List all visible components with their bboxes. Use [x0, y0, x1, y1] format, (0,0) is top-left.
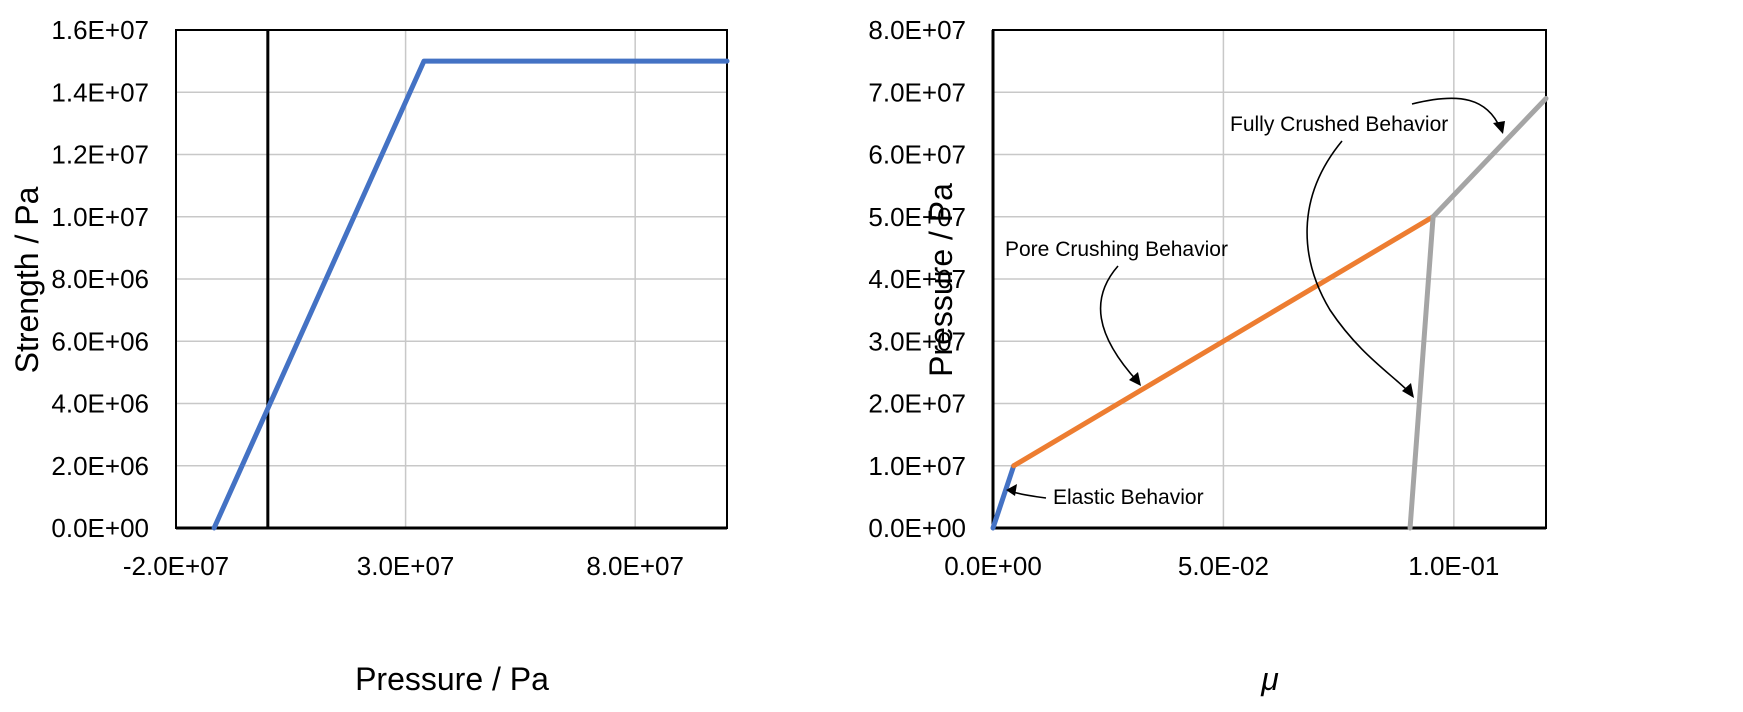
- arrow-pore-crushing: [1099, 265, 1139, 383]
- chart2-x-axis-title: μ: [1260, 661, 1279, 697]
- arrowhead-pore-crushing: [1129, 372, 1141, 386]
- annotation-arrows: [1009, 97, 1502, 499]
- c1-ytick-label: 4.0E+06: [51, 389, 149, 419]
- arrow-fully-crushed-top: [1411, 97, 1502, 131]
- c1-ytick-label: 8.0E+06: [51, 264, 149, 294]
- c2-series-line-1: [1011, 214, 1436, 469]
- c1-ytick-label: 0.0E+00: [51, 513, 149, 543]
- c2-ytick-label: 4.0E+07: [868, 264, 966, 294]
- chart1-x-axis-title: Pressure / Pa: [355, 661, 549, 697]
- c1-series-line-0: [211, 58, 730, 531]
- c1-ytick-label: 1.4E+07: [51, 77, 149, 107]
- c1-ytick-label: 1.0E+07: [51, 202, 149, 232]
- pressure-mu-chart: 0.0E+00 1.0E+07 2.0E+07 3.0E+07 4.0E+07 5.0E+…: [868, 15, 1549, 697]
- chart1-gridlines: [175, 29, 728, 530]
- c2-ytick-label: 7.0E+07: [868, 77, 966, 107]
- c2-series-line-2: [1407, 214, 1436, 531]
- chart2-tick-labels: 0.0E+00 1.0E+07 2.0E+07 3.0E+07 4.0E+07 5.0E+…: [868, 15, 1499, 581]
- annotation-arrowheads: [1006, 121, 1505, 496]
- c2-ytick-label: 0.0E+00: [868, 513, 966, 543]
- arrowhead-fully-crushed-lower: [1402, 383, 1414, 398]
- strength-pressure-chart: 0.0E+00 2.0E+06 4.0E+06 6.0E+06 8.0E+06 1.0E+…: [9, 15, 730, 697]
- c2-ytick-label: 3.0E+07: [868, 326, 966, 356]
- c2-ytick-label: 8.0E+07: [868, 15, 966, 45]
- chart2-y-axis-title: Pressure / Pa: [923, 183, 959, 377]
- c1-xtick-label: 3.0E+07: [357, 551, 455, 581]
- annotation-elastic: Elastic Behavior: [1053, 486, 1204, 509]
- c2-ytick-label: 6.0E+07: [868, 140, 966, 170]
- chart2-gridlines: [991, 29, 1547, 530]
- arrowhead-fully-crushed-top: [1493, 121, 1505, 134]
- c2-xtick-label: 0.0E+00: [944, 551, 1042, 581]
- c1-ytick-label: 2.0E+06: [51, 451, 149, 481]
- chart1-series: [211, 58, 730, 531]
- c2-series-line-3: [1430, 95, 1549, 220]
- c2-ytick-label: 2.0E+07: [868, 389, 966, 419]
- chart2-series: [990, 95, 1549, 531]
- c1-xtick-label: -2.0E+07: [123, 551, 229, 581]
- chart1-y-axis-title: Strength / Pa: [9, 186, 45, 373]
- chart1-tick-labels: 0.0E+00 2.0E+06 4.0E+06 6.0E+06 8.0E+06 1.0E+…: [51, 15, 684, 581]
- c2-xtick-label: 5.0E-02: [1178, 551, 1269, 581]
- c2-ytick-label: 5.0E+07: [868, 202, 966, 232]
- c2-series-line-0: [990, 463, 1017, 531]
- c2-ytick-label: 1.0E+07: [868, 451, 966, 481]
- annotation-fully-crushed: Fully Crushed Behavior: [1230, 113, 1448, 136]
- c1-ytick-label: 1.6E+07: [51, 15, 149, 45]
- arrow-fully-crushed-lower: [1306, 140, 1412, 395]
- c1-ytick-label: 6.0E+06: [51, 326, 149, 356]
- c1-ytick-label: 1.2E+07: [51, 140, 149, 170]
- arrowhead-elastic: [1006, 484, 1017, 496]
- annotation-pore-crushing: Pore Crushing Behavior: [1005, 238, 1228, 261]
- c1-xtick-label: 8.0E+07: [586, 551, 684, 581]
- c2-xtick-label: 1.0E-01: [1408, 551, 1499, 581]
